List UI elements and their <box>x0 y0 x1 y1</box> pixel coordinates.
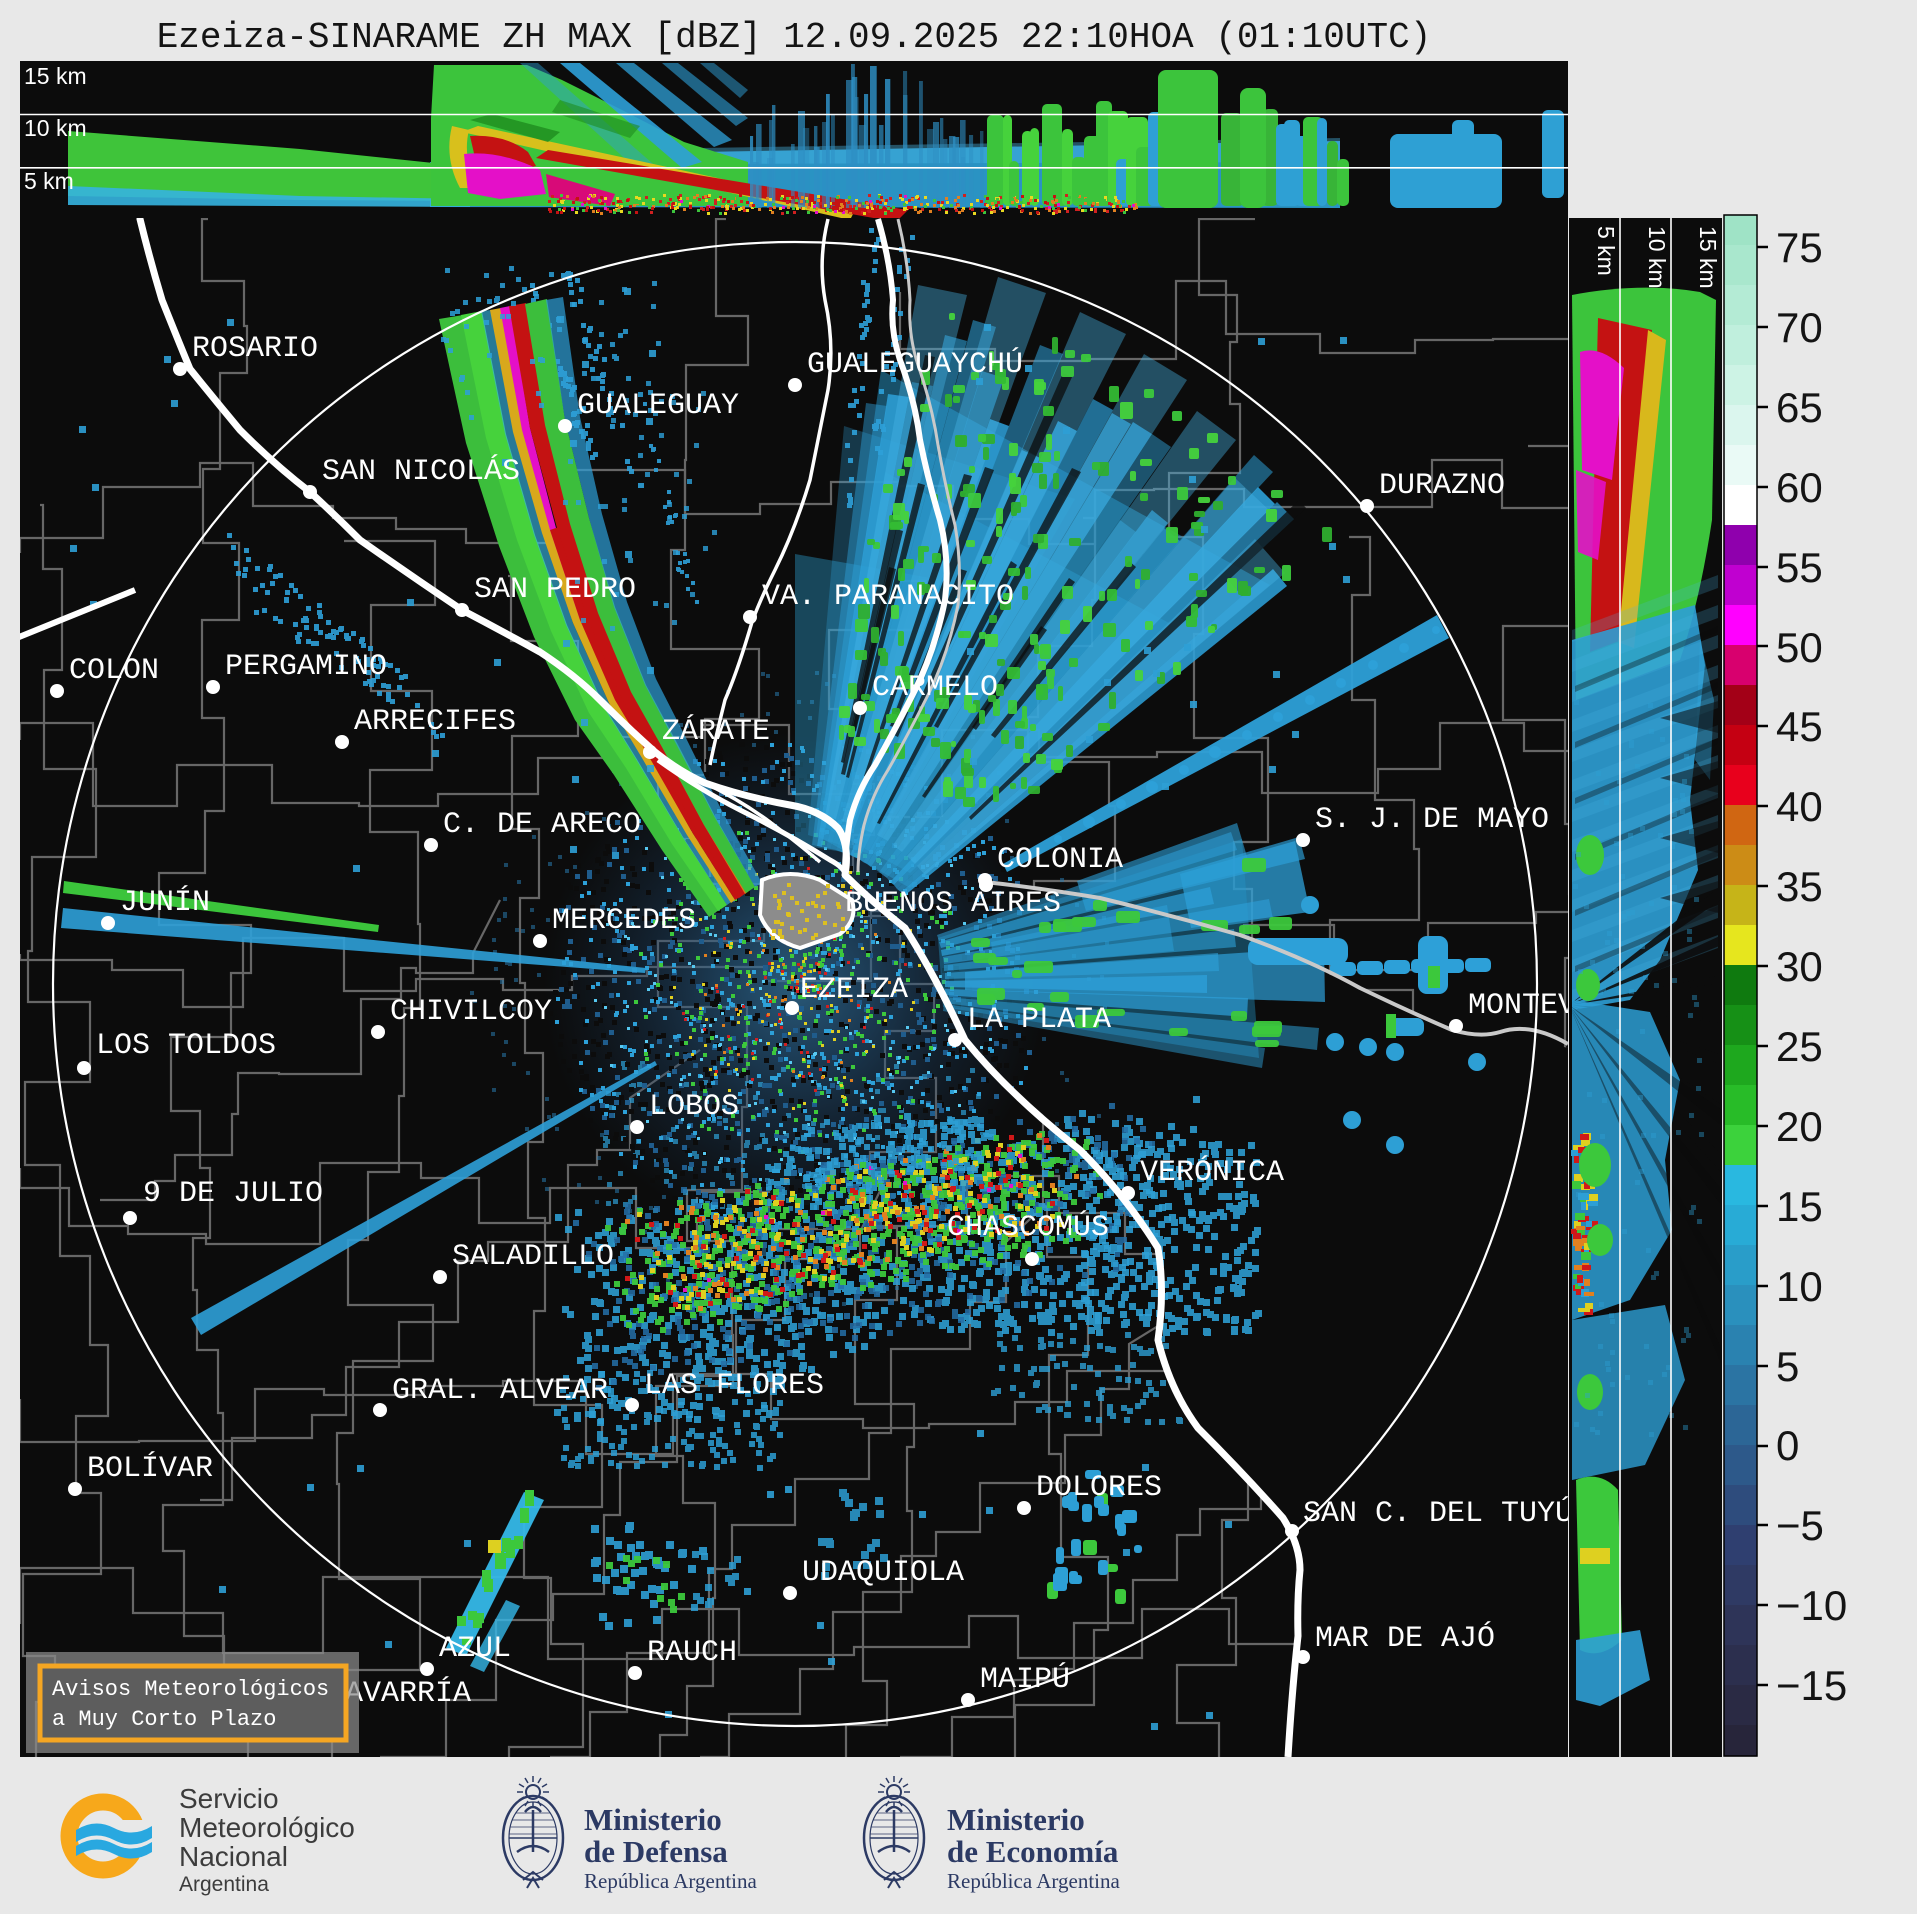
svg-text:LOS TOLDOS: LOS TOLDOS <box>96 1029 276 1063</box>
svg-text:20: 20 <box>1776 1103 1823 1150</box>
svg-text:SAN C. DEL TUYÚ: SAN C. DEL TUYÚ <box>1303 1496 1573 1531</box>
svg-text:Meteorológico: Meteorológico <box>179 1812 355 1843</box>
svg-text:COLON: COLON <box>69 654 159 688</box>
svg-text:25: 25 <box>1776 1023 1823 1070</box>
svg-text:9 DE JULIO: 9 DE JULIO <box>143 1177 323 1211</box>
svg-text:LOBOS: LOBOS <box>649 1090 739 1124</box>
svg-text:70: 70 <box>1776 304 1823 351</box>
svg-text:JUNÍN: JUNÍN <box>120 885 210 920</box>
svg-text:Argentina: Argentina <box>179 1873 269 1896</box>
svg-text:−15: −15 <box>1776 1662 1847 1709</box>
svg-text:50: 50 <box>1776 624 1823 671</box>
svg-text:BUENOS AIRES: BUENOS AIRES <box>845 887 1061 921</box>
svg-text:−10: −10 <box>1776 1582 1847 1629</box>
svg-text:a Muy Corto Plazo: a Muy Corto Plazo <box>52 1707 276 1732</box>
svg-text:UDAQUIOLA: UDAQUIOLA <box>802 1556 964 1590</box>
svg-text:Nacional: Nacional <box>179 1841 288 1872</box>
svg-text:ROSARIO: ROSARIO <box>192 332 318 366</box>
svg-text:Avisos Meteorológicos: Avisos Meteorológicos <box>52 1677 329 1702</box>
svg-text:DOLORES: DOLORES <box>1036 1471 1162 1505</box>
svg-text:ZÁRATE: ZÁRATE <box>662 714 770 749</box>
svg-text:0: 0 <box>1776 1422 1799 1469</box>
svg-text:45: 45 <box>1776 703 1823 750</box>
svg-text:GRAL. ALVEAR: GRAL. ALVEAR <box>392 1374 608 1408</box>
svg-text:de Economía: de Economía <box>947 1834 1119 1869</box>
svg-text:BOLÍVAR: BOLÍVAR <box>87 1451 213 1486</box>
svg-text:CHIVILCOY: CHIVILCOY <box>390 995 552 1029</box>
svg-text:SAN PEDRO: SAN PEDRO <box>474 573 636 607</box>
svg-text:Servicio: Servicio <box>179 1783 279 1814</box>
svg-text:de Defensa: de Defensa <box>584 1834 728 1869</box>
svg-text:65: 65 <box>1776 384 1823 431</box>
svg-text:Ezeiza-SINARAME ZH MAX [dBZ] 1: Ezeiza-SINARAME ZH MAX [dBZ] 12.09.2025 … <box>157 17 1432 58</box>
svg-text:75: 75 <box>1776 224 1823 271</box>
svg-text:CARMELO: CARMELO <box>872 671 998 705</box>
svg-text:República Argentina: República Argentina <box>584 1869 757 1893</box>
svg-text:Ministerio: Ministerio <box>947 1802 1085 1837</box>
svg-text:República Argentina: República Argentina <box>947 1869 1120 1893</box>
svg-text:ARRECIFES: ARRECIFES <box>354 705 516 739</box>
svg-text:RAUCH: RAUCH <box>647 1636 737 1670</box>
svg-text:VA. PARANACITO: VA. PARANACITO <box>762 580 1014 614</box>
svg-text:SAN NICOLÁS: SAN NICOLÁS <box>322 454 520 489</box>
svg-text:SALADILLO: SALADILLO <box>452 1240 614 1274</box>
svg-text:Ministerio: Ministerio <box>584 1802 722 1837</box>
svg-text:15 km: 15 km <box>24 63 87 89</box>
svg-text:30: 30 <box>1776 943 1823 990</box>
svg-text:60: 60 <box>1776 464 1823 511</box>
svg-text:10 km: 10 km <box>24 115 87 141</box>
svg-text:LA PLATA: LA PLATA <box>967 1003 1111 1037</box>
svg-text:LAS FLORES: LAS FLORES <box>644 1369 824 1403</box>
svg-text:35: 35 <box>1776 863 1823 910</box>
svg-text:15 km: 15 km <box>1695 226 1721 289</box>
svg-text:5 km: 5 km <box>1593 226 1619 276</box>
svg-text:55: 55 <box>1776 544 1823 591</box>
svg-text:5: 5 <box>1776 1343 1799 1390</box>
svg-text:MONTEV: MONTEV <box>1468 989 1576 1023</box>
svg-text:COLONIA: COLONIA <box>997 843 1123 877</box>
svg-text:CHASCOMÚS: CHASCOMÚS <box>947 1210 1109 1245</box>
svg-text:DURAZNO: DURAZNO <box>1379 469 1505 503</box>
svg-text:VERÓNICA: VERÓNICA <box>1140 1155 1284 1190</box>
svg-text:S. J. DE MAYO: S. J. DE MAYO <box>1315 803 1549 837</box>
svg-text:GUALEGUAYCHÚ: GUALEGUAYCHÚ <box>807 347 1023 382</box>
svg-text:EZEIZA: EZEIZA <box>800 973 908 1007</box>
svg-text:40: 40 <box>1776 783 1823 830</box>
svg-text:AZUL: AZUL <box>439 1632 511 1666</box>
svg-text:PERGAMINO: PERGAMINO <box>225 650 387 684</box>
svg-text:MAR DE AJÓ: MAR DE AJÓ <box>1315 1621 1495 1656</box>
svg-text:MAIPÚ: MAIPÚ <box>980 1662 1070 1697</box>
svg-text:10: 10 <box>1776 1263 1823 1310</box>
svg-text:15: 15 <box>1776 1183 1823 1230</box>
svg-text:5 km: 5 km <box>24 168 74 194</box>
svg-text:10 km: 10 km <box>1644 226 1670 289</box>
svg-text:MERCEDES: MERCEDES <box>552 904 696 938</box>
svg-text:C. DE ARECO: C. DE ARECO <box>443 808 641 842</box>
svg-text:GUALEGUAY: GUALEGUAY <box>577 389 739 423</box>
svg-text:−5: −5 <box>1776 1502 1824 1549</box>
